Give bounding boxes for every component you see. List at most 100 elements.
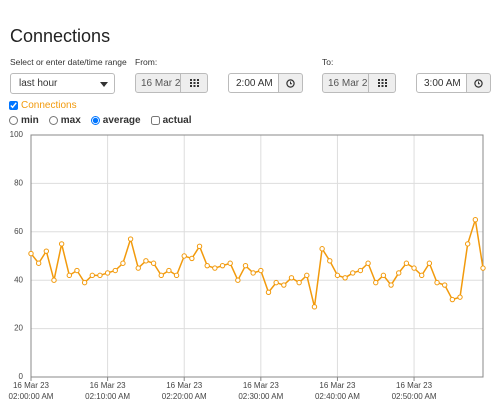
range-select[interactable]: last hour (10, 73, 115, 94)
aggregation-options: min max average actual (9, 115, 192, 126)
data-point (396, 270, 402, 276)
data-point (235, 277, 241, 283)
x-tick-label: 16 Mar 23 02:30:00 AM (238, 381, 284, 401)
page-title: Connections (10, 26, 111, 46)
data-point (120, 260, 126, 266)
from-label: From: (135, 57, 158, 67)
y-tick-label: 0 (19, 372, 24, 381)
calendar-icon (189, 79, 199, 87)
data-point (411, 265, 417, 271)
x-tick-label: 16 Mar 23 02:00:00 AM (8, 381, 54, 401)
data-point (403, 260, 410, 266)
data-point (219, 262, 226, 269)
series-line (30, 219, 484, 307)
option[interactable]: min (9, 115, 39, 126)
data-point (66, 272, 73, 279)
y-tick-label: 80 (14, 179, 23, 188)
data-point (127, 236, 134, 242)
clock-icon (286, 78, 295, 88)
data-point (319, 246, 325, 252)
data-point (357, 267, 364, 274)
calendar-button[interactable] (180, 73, 208, 93)
data-point (158, 272, 164, 279)
x-tick-label: 16 Mar 23 02:50:00 AM (391, 381, 437, 401)
y-tick-label: 20 (14, 324, 23, 333)
data-point (189, 255, 195, 262)
data-point (288, 275, 295, 281)
option[interactable]: average (90, 115, 141, 126)
option[interactable]: actual (150, 115, 192, 126)
data-point (265, 289, 272, 295)
data-point (373, 279, 379, 286)
data-point (350, 270, 356, 276)
data-point (311, 304, 318, 310)
data-point (281, 282, 287, 288)
x-tick-label: 16 Mar 23 02:10:00 AM (85, 381, 131, 401)
calendar-button[interactable] (368, 73, 396, 93)
data-point (181, 253, 187, 259)
range-value: last hour (19, 78, 58, 89)
option-label: min (21, 115, 39, 126)
data-point (419, 272, 425, 279)
clock-button[interactable] (278, 73, 303, 93)
data-point (441, 282, 448, 288)
data-point (51, 277, 57, 283)
data-point (143, 258, 149, 264)
data-point (296, 279, 302, 286)
y-tick-label: 60 (14, 227, 23, 236)
option-radio[interactable] (48, 116, 58, 125)
data-point (472, 217, 479, 223)
data-point (212, 265, 218, 271)
data-point (74, 267, 80, 274)
data-point (426, 260, 433, 266)
calendar-icon (377, 79, 387, 87)
y-tick-label: 100 (10, 130, 24, 139)
data-point (166, 267, 172, 274)
x-tick-label: 16 Mar 23 02:40:00 AM (314, 381, 360, 401)
data-point (58, 241, 65, 247)
data-point (250, 270, 256, 276)
data-point (227, 260, 233, 266)
data-point (258, 267, 264, 274)
from-time[interactable]: 2:00 AM (228, 73, 279, 93)
dropdown-arrow (100, 82, 108, 87)
data-point (327, 258, 333, 264)
option-label: average (102, 115, 141, 126)
data-point (242, 262, 249, 269)
option-label: max (60, 115, 81, 126)
data-point (365, 260, 371, 266)
data-point (28, 250, 34, 257)
option-label: actual (162, 115, 192, 126)
option-checkbox[interactable] (150, 116, 160, 125)
data-point (464, 241, 471, 247)
series-checkbox[interactable] (9, 101, 18, 110)
data-point (434, 279, 440, 286)
data-point (204, 262, 210, 269)
y-tick-label: 40 (14, 275, 23, 284)
to-label: To: (322, 57, 334, 67)
option-radio[interactable] (90, 116, 100, 125)
data-point (81, 279, 88, 286)
data-point (388, 282, 394, 288)
data-point (449, 296, 456, 303)
data-point (150, 260, 157, 266)
data-point (480, 265, 486, 271)
data-point (173, 272, 180, 279)
data-point (196, 243, 203, 250)
data-point (43, 248, 50, 254)
data-point (304, 272, 310, 279)
data-point (97, 272, 103, 279)
x-tick-label: 16 Mar 23 02:20:00 AM (161, 381, 207, 401)
option[interactable]: max (48, 115, 81, 126)
data-point (457, 294, 463, 300)
data-point (89, 272, 95, 279)
data-point (273, 279, 279, 286)
data-point (104, 270, 111, 276)
range-label: Select or enter date/time range (10, 57, 127, 67)
option-radio[interactable] (9, 116, 18, 125)
series-toggle[interactable]: Connections (9, 100, 77, 111)
clock-button[interactable] (466, 73, 491, 93)
data-point (135, 265, 141, 271)
from-date[interactable]: 16 Mar 2 (135, 73, 181, 93)
